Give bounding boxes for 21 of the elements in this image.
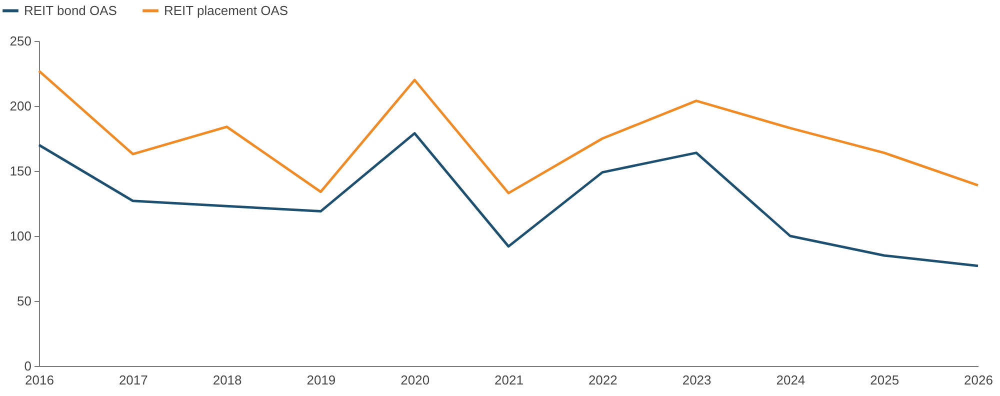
y-tick-label: 50 xyxy=(17,294,32,308)
x-tick-label: 2016 xyxy=(25,372,54,388)
x-tick-label: 2020 xyxy=(400,372,430,388)
x-tick-label: 2022 xyxy=(588,372,618,388)
x-tick-label: 2019 xyxy=(306,372,336,388)
y-tick-label: 100 xyxy=(10,228,32,244)
x-tick-label: 2024 xyxy=(776,372,806,388)
x-tick-label: 2026 xyxy=(964,372,993,388)
y-tick-label: 150 xyxy=(10,164,32,178)
y-tick-label: 250 xyxy=(10,34,32,48)
legend-label: REIT placement OAS xyxy=(164,2,288,18)
x-tick-label: 2021 xyxy=(494,372,524,388)
y-tick-label: 0 xyxy=(24,358,32,374)
legend-label: REIT bond OAS xyxy=(24,2,118,18)
y-tick-label: 200 xyxy=(10,98,32,114)
x-tick-label: 2017 xyxy=(118,372,148,388)
line-series xyxy=(38,70,980,194)
line-series xyxy=(38,132,980,268)
x-tick-label: 2023 xyxy=(682,372,712,388)
x-tick-label: 2025 xyxy=(870,372,900,388)
x-tick-label: 2018 xyxy=(212,372,242,388)
